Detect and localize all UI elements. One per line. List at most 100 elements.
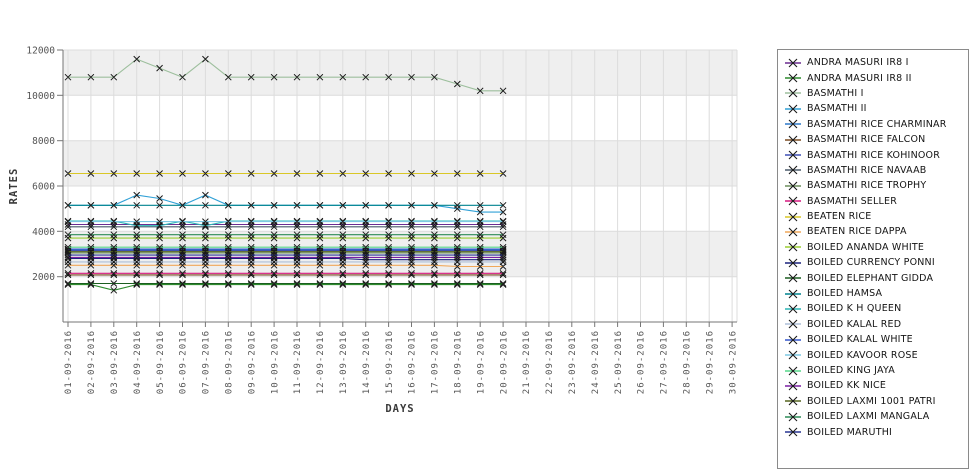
x-tick-label: 13-09-2016: [339, 330, 349, 394]
legend-item-boiled-currency-ponni: BOILED CURRENCY PONNI: [778, 255, 968, 270]
legend-label: BOILED KK NICE: [807, 380, 887, 392]
markers-boiled-kavoor-rose: [64, 218, 507, 225]
markers-andra-masuri-ir8-ii: [64, 281, 507, 294]
y-tick-label: 4000: [32, 227, 55, 238]
legend-label: BOILED K H QUEEN: [807, 303, 902, 315]
x-tick-label: 02-09-2016: [87, 330, 97, 394]
legend-item-boiled-kalal-white: BOILED KALAL WHITE: [778, 332, 968, 347]
markers-boiled-kalal-red: [64, 258, 507, 266]
x-tick-label: 30-09-2016: [728, 330, 738, 394]
legend-label: ANDRA MASURI IR8 I: [807, 57, 909, 69]
legend-item-basmathi-rice-charminar: BASMATHI RICE CHARMINAR: [778, 117, 968, 132]
x-tick-label: 21-09-2016: [522, 330, 532, 394]
legend-label: BASMATHI SELLER: [807, 195, 897, 207]
markers-andra-masuri-ir8-i: [64, 221, 507, 228]
legend-item-basmathi-rice-kohinoor: BASMATHI RICE KOHINOOR: [778, 147, 968, 162]
x-tick-label: 16-09-2016: [408, 330, 418, 394]
x-tick-label: 07-09-2016: [202, 330, 212, 394]
x-tick-label: 19-09-2016: [476, 330, 486, 394]
line-basmathi-i: [68, 58, 504, 92]
legend-item-beaten-rice: BEATEN RICE: [778, 209, 968, 224]
x-axis-title: DAYS: [385, 403, 415, 415]
legend-label: BOILED CURRENCY PONNI: [807, 257, 935, 269]
legend-item-basmathi-ii: BASMATHI II: [778, 101, 968, 116]
legend-item-boiled-ananda-white: BOILED ANANDA WHITE: [778, 240, 968, 255]
x-tick-label: 15-09-2016: [385, 330, 395, 394]
chart-canvas: 2000 4000 6000 8000 10000 12000 01-09-2016 02-0…: [26, 46, 738, 395]
legend: ANDRA MASURI IR8 I ANDRA MASURI IR8 II BAS…: [777, 49, 969, 469]
markers-boiled-ananda-white: [64, 234, 507, 242]
markers-boiled-kk-nice: [64, 254, 507, 261]
legend-item-basmathi-i: BASMATHI I: [778, 86, 968, 101]
legend-item-basmathi-rice-falcon: BASMATHI RICE FALCON: [778, 132, 968, 147]
legend-marker-icon: [785, 227, 801, 237]
x-tick-label: 03-09-2016: [110, 330, 120, 394]
x-tick-label: 18-09-2016: [454, 330, 464, 394]
background-bands: [63, 50, 737, 277]
x-tick-label: 10-09-2016: [270, 330, 280, 394]
markers-basmathi-rice-kohinoor: [64, 247, 507, 254]
x-tick-label: 11-09-2016: [293, 330, 303, 394]
markers-beaten-rice-dappa: [64, 261, 507, 270]
markers-boiled-king-jaya: [64, 243, 507, 251]
legend-label: BASMATHI I: [807, 87, 864, 99]
legend-item-boiled-elephant-gidda: BOILED ELEPHANT GIDDA: [778, 270, 968, 285]
legend-marker-icon: [785, 89, 801, 98]
legend-item-boiled-laxmi-1001-patri: BOILED LAXMI 1001 PATRI: [778, 394, 968, 409]
legend-label: BASMATHI II: [807, 103, 867, 115]
y-tick-labels: 2000 4000 6000 8000 10000 12000: [26, 46, 55, 284]
markers-basmathi-rice-falcon: [64, 271, 507, 279]
legend-label: BASMATHI RICE NAVAAB: [807, 164, 927, 176]
x-tick-label: 23-09-2016: [568, 330, 578, 394]
x-tick-label: 12-09-2016: [316, 330, 326, 394]
y-axis-title: RATES: [8, 167, 20, 205]
legend-label: BOILED ANANDA WHITE: [807, 241, 925, 253]
legend-item-beaten-rice-dappa: BEATEN RICE DAPPA: [778, 224, 968, 239]
legend-item-basmathi-rice-navaab: BASMATHI RICE NAVAAB: [778, 163, 968, 178]
x-tick-labels: 01-09-2016 02-09-2016 03-09-2016 04-09-2016…: [64, 330, 738, 394]
legend-marker-icon: [785, 196, 801, 206]
legend-label: BOILED LAXMI MANGALA: [807, 411, 930, 423]
markers-boiled-laxmi-mangala: [64, 231, 507, 239]
y-tick-label: 10000: [26, 91, 55, 102]
legend-item-basmathi-rice-trophy: BASMATHI RICE TROPHY: [778, 178, 968, 193]
markers-boiled-laxmi-1001-patri: [64, 248, 507, 256]
legend-item-andra-masuri-ir8-i: ANDRA MASURI IR8 I: [778, 55, 968, 70]
y-tick-label: 8000: [32, 136, 55, 147]
markers-boiled-currency-ponni: [64, 255, 507, 264]
x-tick-label: 29-09-2016: [705, 330, 715, 394]
legend-label: BOILED LAXMI 1001 PATRI: [807, 395, 936, 407]
x-tick-label: 20-09-2016: [499, 330, 509, 394]
gridlines: [63, 49, 738, 322]
legend-marker-icon: [785, 273, 801, 283]
legend-marker-icon: [785, 73, 801, 83]
markers-basmathi-rice-trophy: [64, 249, 507, 257]
x-tick-label: 25-09-2016: [614, 330, 624, 394]
legend-marker-icon: [785, 119, 801, 129]
legend-label: BOILED MARUTHI: [807, 426, 893, 438]
line-boiled-currency-ponni: [68, 257, 504, 261]
legend-label: BEATEN RICE DAPPA: [807, 226, 907, 238]
legend-label: BOILED KING JAYA: [807, 365, 895, 376]
x-tick-label: 01-09-2016: [64, 330, 74, 394]
rates-by-days-line-chart: 2000 4000 6000 8000 10000 12000 01-09-2016 02-0…: [8, 45, 969, 469]
legend-marker-icon: [785, 258, 801, 268]
x-tick-label: 05-09-2016: [156, 330, 166, 394]
legend-marker-icon: [785, 396, 801, 406]
x-tick-label: 27-09-2016: [660, 330, 670, 394]
y-tick-label: 12000: [26, 46, 55, 57]
x-tick-label: 26-09-2016: [637, 330, 647, 394]
legend-label: BASMATHI RICE FALCON: [807, 134, 926, 146]
x-tick-label: 09-09-2016: [247, 330, 257, 394]
markers-basmathi-i: [64, 55, 507, 95]
markers-boiled-kalal-white: [64, 245, 507, 253]
markers-boiled-hamsa: [64, 201, 507, 209]
legend-marker-icon: [785, 289, 801, 298]
legend-item-boiled-kavoor-rose: BOILED KAVOOR ROSE: [778, 347, 968, 362]
legend-marker-icon: [785, 412, 801, 422]
legend-marker-icon: [785, 366, 801, 375]
legend-label: BASMATHI RICE TROPHY: [807, 180, 927, 192]
legend-label: BOILED KAVOOR ROSE: [807, 349, 918, 361]
axes: [57, 49, 737, 327]
legend-label: BOILED ELEPHANT GIDDA: [807, 272, 934, 284]
